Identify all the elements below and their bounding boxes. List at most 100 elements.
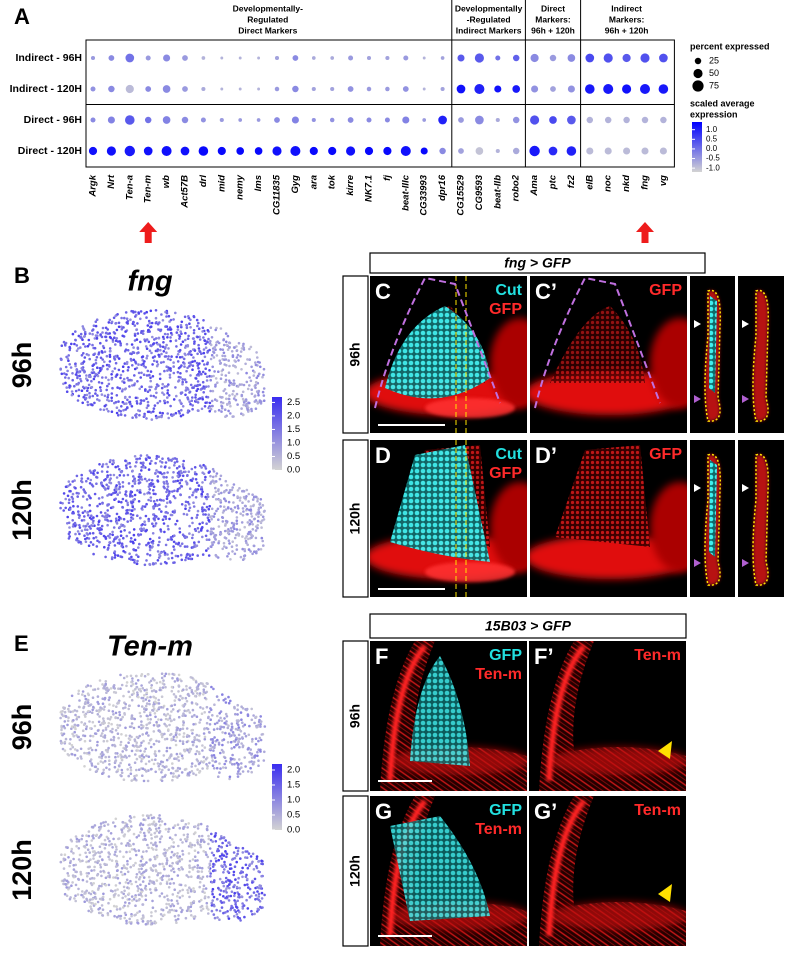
umap-cell — [106, 823, 110, 826]
umap-cell — [174, 733, 178, 737]
umap-cell — [137, 899, 141, 902]
umap-cell — [250, 740, 254, 743]
umap-cell — [152, 689, 156, 692]
umap-cell — [132, 346, 135, 349]
umap-cell — [106, 367, 109, 371]
umap-cell — [86, 848, 90, 851]
umap-cell — [224, 378, 228, 382]
umap-cell — [206, 529, 209, 533]
umap-cell — [88, 768, 92, 771]
umap-cell — [137, 834, 141, 837]
umap-cell — [171, 838, 174, 841]
umap-cell — [256, 401, 260, 404]
umap-cell — [184, 331, 187, 335]
umap-cell — [218, 498, 221, 502]
umap-cell — [254, 715, 258, 719]
umap-cell — [166, 553, 169, 556]
umap-cell — [79, 540, 82, 544]
umap-cell — [96, 713, 100, 716]
umap-cell — [211, 738, 214, 741]
umap-cell — [81, 690, 85, 693]
umap-cell — [168, 836, 172, 839]
umap-cell — [113, 550, 117, 553]
umap-cell — [181, 474, 185, 478]
umap-cell — [105, 863, 108, 866]
umap-cell — [105, 354, 109, 358]
channel-label: Ten-m — [634, 802, 681, 819]
umap-cell — [131, 683, 135, 686]
umap-cell — [74, 486, 77, 490]
umap-cell — [238, 728, 241, 731]
umap-cell — [92, 552, 95, 556]
umap-cell — [141, 871, 145, 874]
umap-cell — [244, 362, 247, 366]
umap-cell — [122, 517, 126, 521]
umap-cell — [253, 877, 257, 881]
umap-cell — [162, 360, 165, 364]
umap-cell — [254, 894, 258, 897]
micrograph — [530, 440, 687, 597]
umap-cell — [207, 731, 211, 734]
umap-cell — [160, 415, 163, 419]
umap-cell — [194, 377, 198, 380]
umap-cell — [260, 859, 263, 863]
umap-cell — [206, 825, 209, 828]
umap-cell — [86, 701, 90, 704]
umap-cell — [143, 750, 146, 753]
umap-cell — [166, 389, 170, 392]
umap-cell — [79, 859, 82, 863]
umap-cell — [125, 534, 129, 538]
umap-cell — [215, 472, 219, 475]
umap-cell — [205, 682, 209, 685]
umap-cell — [152, 485, 156, 489]
umap-cell — [217, 370, 220, 374]
umap-cell — [171, 676, 174, 680]
umap-cell — [159, 471, 162, 474]
umap-cell — [177, 379, 181, 382]
umap-cell — [208, 401, 212, 405]
umap-cell — [81, 878, 85, 882]
umap-cell — [250, 909, 253, 913]
umap-cell — [145, 732, 148, 735]
umap-cell — [203, 840, 206, 844]
umap-cell — [204, 372, 207, 376]
micrograph-strip — [738, 276, 784, 433]
umap-cell — [167, 830, 170, 833]
umap-cell — [165, 315, 168, 318]
umap-cell — [137, 867, 141, 871]
umap-cell — [154, 758, 157, 761]
umap-cell — [203, 746, 207, 749]
umap-cell — [135, 461, 138, 464]
umap-cell — [74, 330, 77, 333]
umap-cell — [199, 682, 203, 685]
umap-cell — [163, 895, 166, 899]
umap-cell — [238, 886, 241, 890]
umap-cell — [93, 824, 97, 827]
umap-cell — [184, 558, 187, 562]
umap-cell — [237, 726, 241, 729]
umap-cell — [100, 751, 104, 754]
umap-cell — [190, 467, 194, 471]
umap-cell — [178, 739, 182, 743]
umap-cell — [125, 681, 129, 684]
umap-cell — [81, 890, 84, 893]
umap-cell — [165, 874, 168, 878]
umap-cell — [68, 864, 71, 868]
umap-cell — [257, 512, 260, 515]
umap-cell — [113, 825, 117, 828]
umap-cell — [125, 494, 128, 498]
umap-cell — [147, 816, 150, 820]
umap-cell — [225, 343, 228, 347]
umap-cell — [225, 844, 229, 847]
umap-cell — [83, 515, 86, 518]
umap-cell — [231, 530, 235, 533]
umap-cell — [94, 536, 98, 539]
umap-cell — [129, 540, 132, 543]
umap-cell — [235, 860, 238, 864]
umap-cell — [107, 755, 111, 759]
umap-cell — [60, 732, 63, 735]
umap-cell — [222, 505, 226, 509]
umap-cell — [138, 488, 142, 492]
umap-cell — [67, 856, 70, 859]
umap-cell — [220, 491, 223, 495]
